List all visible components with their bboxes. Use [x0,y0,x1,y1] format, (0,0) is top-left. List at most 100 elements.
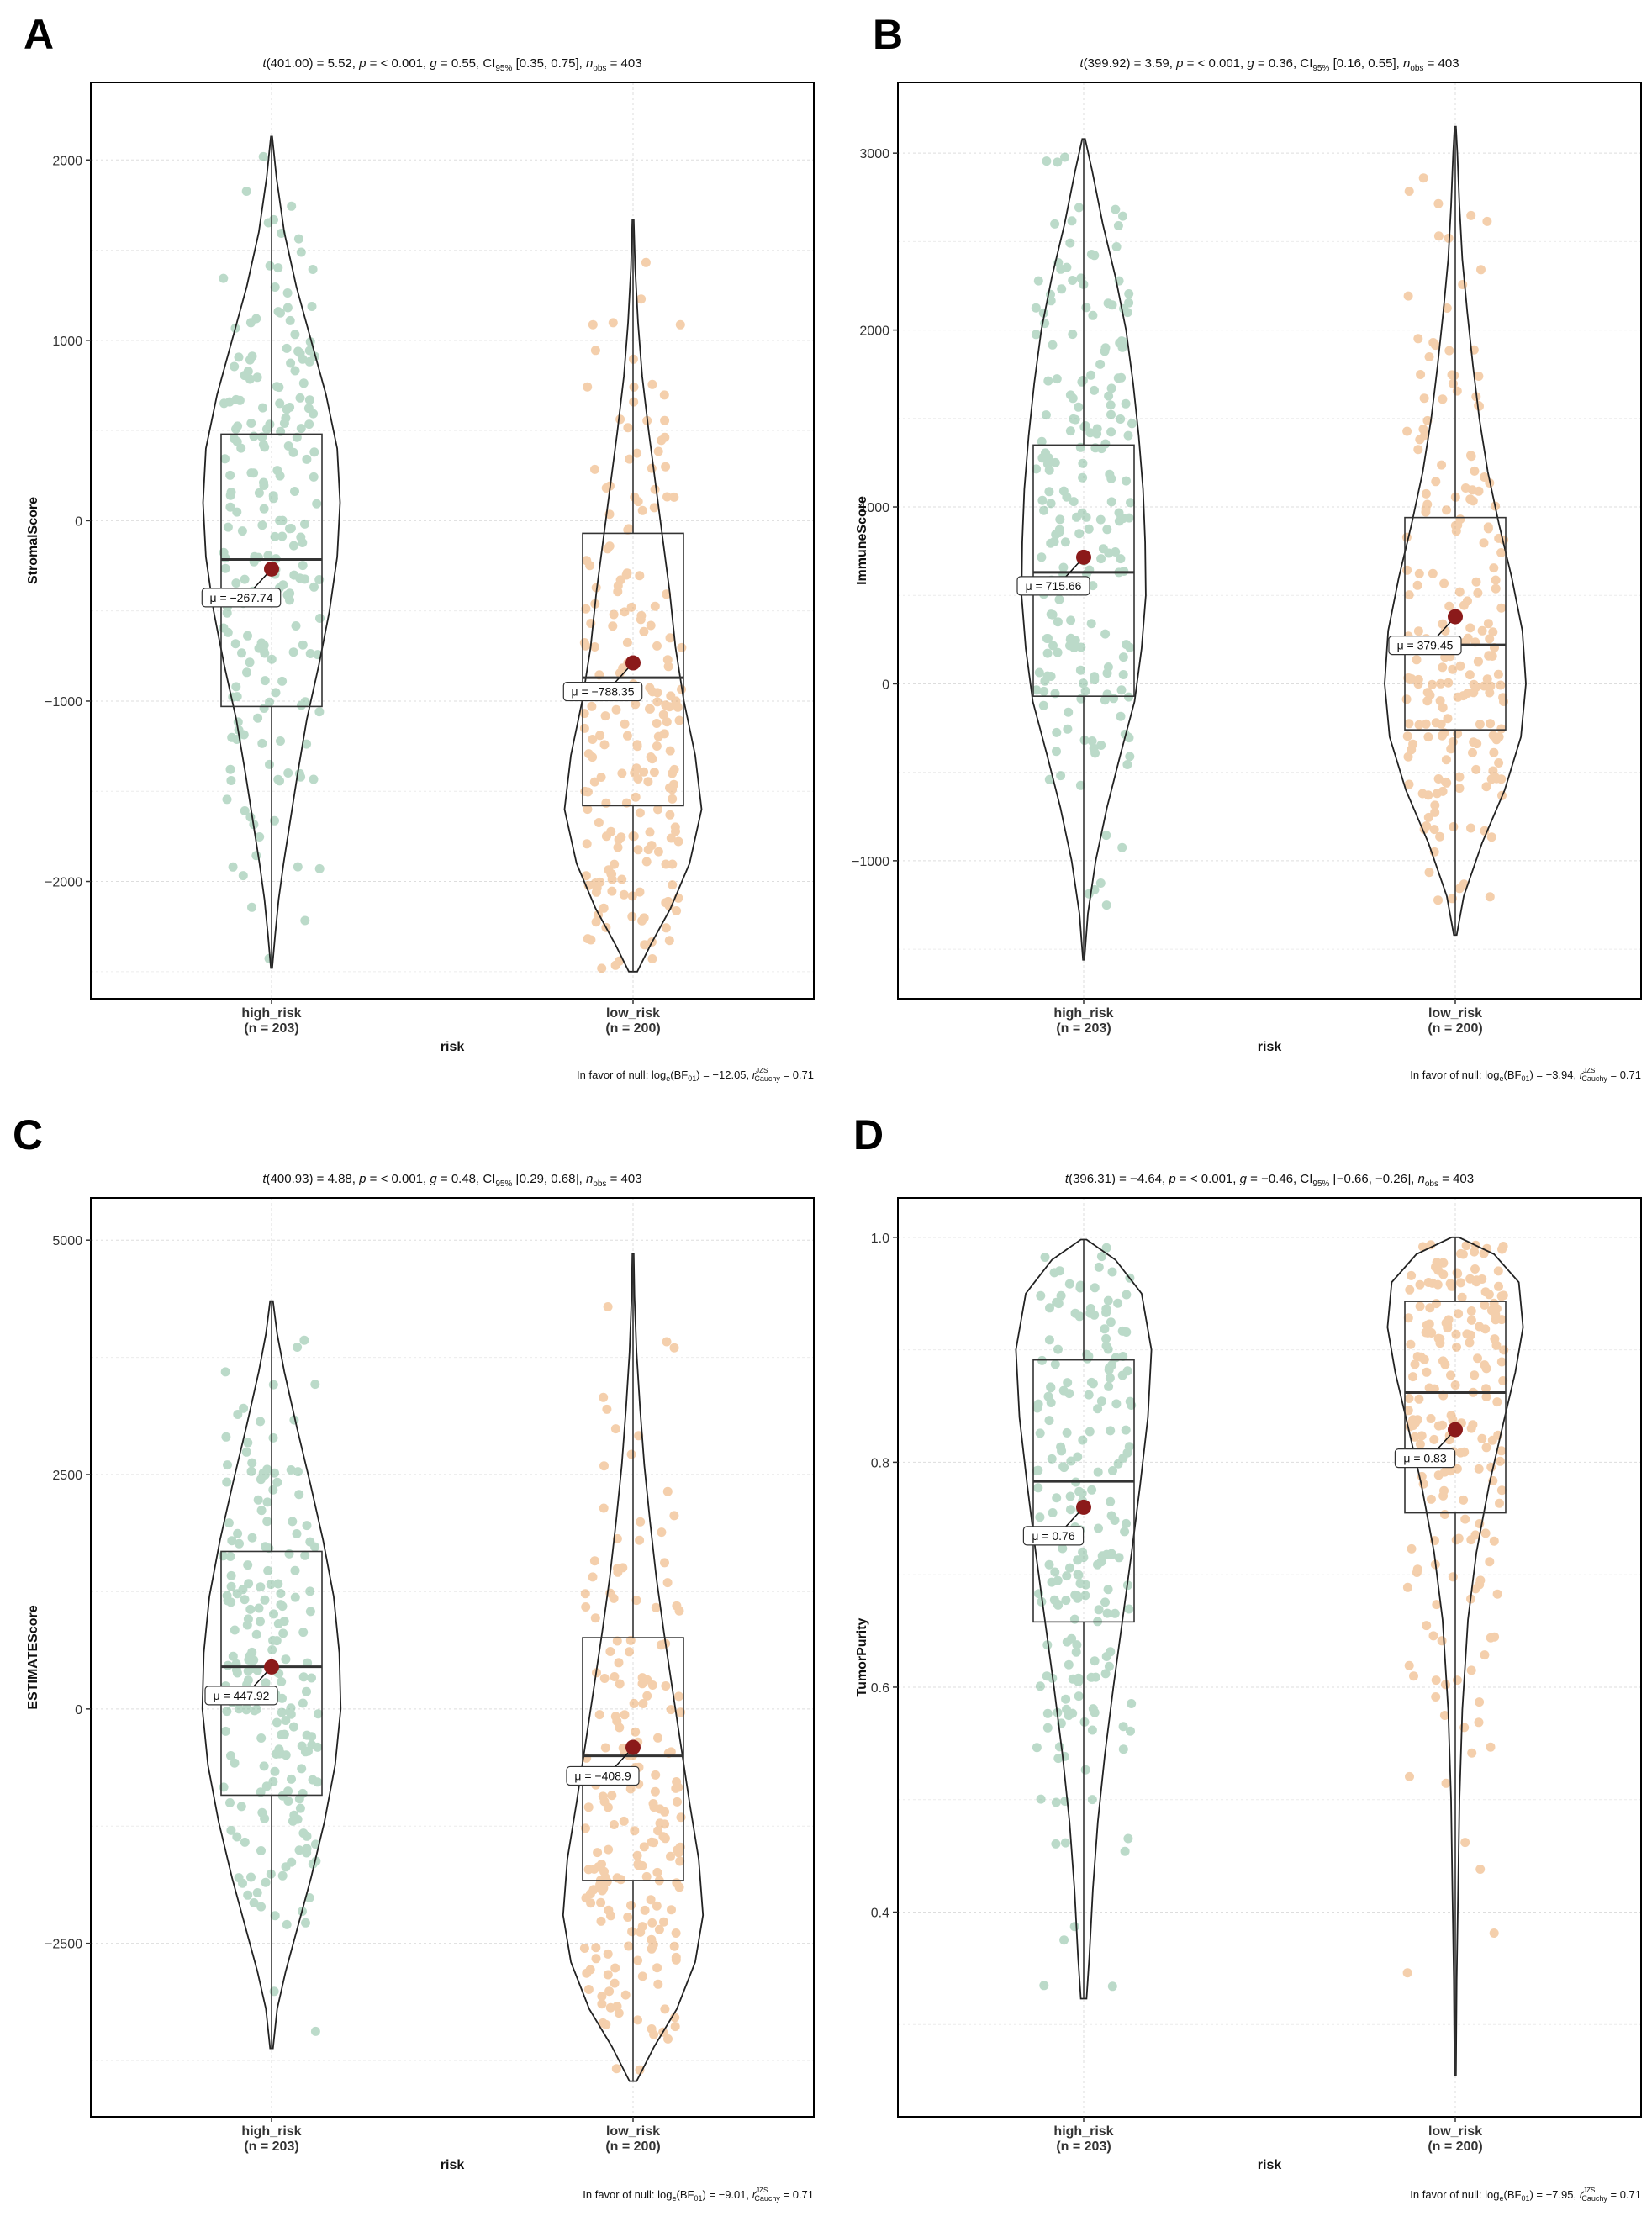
data-point [247,902,256,912]
data-point [1436,719,1446,729]
data-point [647,1680,657,1690]
data-point [1414,720,1424,730]
data-point [1039,505,1049,515]
data-point [1471,764,1481,774]
data-point [1429,1384,1439,1394]
data-point [240,1595,250,1605]
data-point [1412,1568,1422,1577]
data-point [640,1905,650,1915]
data-point [1481,1443,1491,1453]
bayes-caption: In favor of null: loge(BF01) = −12.05, r… [577,1067,814,1083]
data-point [1435,1334,1445,1344]
data-point [599,1461,609,1471]
data-point [1056,1442,1066,1452]
data-point [290,366,300,376]
data-point [1475,1697,1485,1707]
data-point [220,1367,230,1377]
data-point [622,568,632,578]
data-point [1124,513,1134,523]
data-point [1104,1365,1114,1375]
data-point [1427,1328,1437,1338]
data-point [224,397,235,407]
data-point [668,880,678,890]
data-point [603,544,613,554]
data-point [1039,1981,1049,1991]
high_risk-points [219,151,325,963]
data-point [288,447,298,457]
data-point [1052,1493,1062,1503]
data-point [1401,532,1412,542]
data-point [265,261,275,271]
data-point [314,1709,323,1719]
data-point [1054,526,1064,536]
low_risk-category-label: low_risk [1428,1006,1482,1021]
data-point [231,682,241,692]
data-point [249,468,259,478]
data-point [1123,430,1133,441]
data-point [302,1521,312,1531]
data-point [625,1784,636,1794]
data-point [1118,337,1128,347]
data-point [277,531,288,541]
data-point [613,842,623,852]
data-point [1088,1704,1098,1714]
data-point [243,1614,253,1624]
data-point [597,1992,607,2002]
data-point [1071,1647,1081,1657]
mean-label-text: μ = 379.45 [1397,639,1454,652]
data-point [1106,383,1116,393]
data-point [1124,1442,1134,1452]
data-point [1454,784,1465,794]
data-point [1475,1575,1486,1585]
data-point [1402,426,1412,436]
data-point [1101,831,1111,841]
low_risk-count-label: (n = 200) [1428,2139,1482,2154]
data-point [223,1460,232,1470]
data-point [265,697,274,707]
data-point [256,1733,267,1743]
data-point [302,1686,311,1696]
data-point [298,1788,308,1798]
data-point [662,717,672,727]
data-point [1060,537,1070,547]
data-point [669,492,679,502]
data-point [1042,1723,1053,1733]
data-point [228,1651,238,1661]
data-point [610,1963,620,1973]
data-point [1089,743,1099,753]
data-point [293,1814,303,1824]
data-point [1100,1669,1111,1679]
data-point [1451,1329,1461,1339]
data-point [1489,563,1499,573]
data-point [1403,752,1413,762]
data-point [262,1464,272,1475]
data-point [268,491,278,501]
data-point [1422,696,1433,706]
data-point [1107,1981,1117,1992]
data-point [1411,1418,1420,1428]
data-point [610,1424,620,1434]
data-point [647,954,657,963]
data-point [1110,1608,1120,1618]
data-point [276,1749,285,1759]
data-point [1043,453,1053,463]
data-point [1081,512,1091,522]
data-point [1050,1567,1060,1577]
data-point [1413,334,1423,344]
low_risk-count-label: (n = 200) [605,2139,660,2154]
data-point [1065,641,1074,651]
data-point [286,1709,296,1719]
data-point [239,730,249,740]
data-point [260,648,270,658]
data-point [659,1917,668,1927]
data-point [1079,1553,1089,1563]
data-point [663,662,673,672]
data-point [245,1651,255,1661]
data-point [1418,1242,1428,1252]
data-point [1079,736,1090,745]
data-point [1489,747,1499,757]
data-point [599,1866,609,1876]
data-point [298,1698,308,1708]
data-point [1420,430,1430,441]
data-point [290,1565,300,1575]
